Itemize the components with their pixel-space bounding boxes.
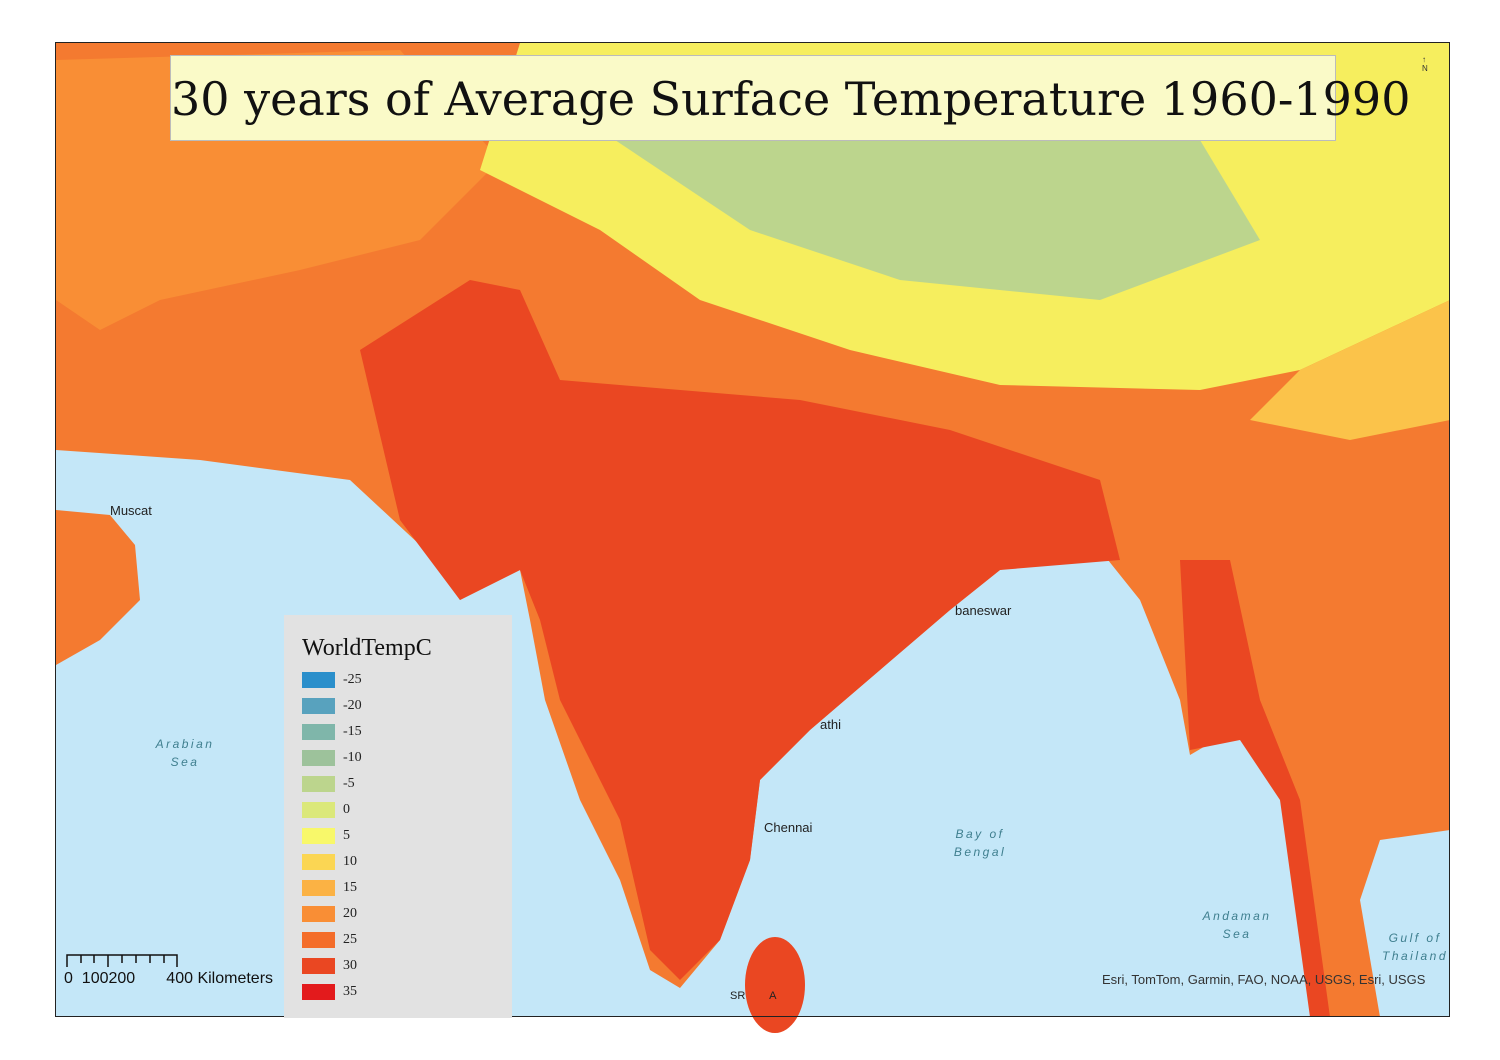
legend-swatch xyxy=(302,932,335,948)
legend-item: -25 xyxy=(302,670,362,690)
legend-item: -15 xyxy=(302,722,362,742)
legend-swatch xyxy=(302,958,335,974)
place-muscat: Muscat xyxy=(110,503,152,518)
north-arrow-icon: ↑ N xyxy=(1422,55,1428,73)
legend-swatch xyxy=(302,984,335,1000)
land-sri-lanka xyxy=(745,937,805,1033)
legend-label: 5 xyxy=(343,828,350,843)
legend-swatch xyxy=(302,750,335,766)
scale-bar-label: 0 100200 400 Kilometers xyxy=(64,970,274,987)
legend-item: 15 xyxy=(302,878,357,898)
scale-bar xyxy=(66,954,178,967)
sea-andaman: Andaman Sea xyxy=(1202,909,1272,941)
place-visakhapatnam: athi xyxy=(820,717,841,732)
legend-swatch xyxy=(302,776,335,792)
place-chennai: Chennai xyxy=(764,820,813,835)
legend-item: 5 xyxy=(302,826,350,846)
place-bhubaneswar: baneswar xyxy=(955,603,1012,618)
legend-swatch xyxy=(302,698,335,714)
legend-swatch xyxy=(302,880,335,896)
land-oman xyxy=(56,510,140,665)
legend-item: -5 xyxy=(302,774,355,794)
legend-item: 20 xyxy=(302,904,357,924)
legend-title: WorldTempC xyxy=(302,635,432,661)
legend-swatch xyxy=(302,854,335,870)
legend-label: 10 xyxy=(343,854,357,869)
north-label: N xyxy=(1422,64,1428,73)
legend-swatch xyxy=(302,828,335,844)
legend-swatch xyxy=(302,724,335,740)
legend-label: 20 xyxy=(343,906,357,921)
zone-tibet-plateau xyxy=(600,110,1260,300)
legend-swatch xyxy=(302,802,335,818)
attribution: Esri, TomTom, Garmin, FAO, NOAA, USGS, E… xyxy=(1102,972,1426,987)
legend: WorldTempC -25 -20 -15 -10 -5 0 5 10 15 20 25 30 35 xyxy=(284,615,512,1018)
zone-orange-yellow xyxy=(1250,300,1450,440)
sea-bengal: Bay of Bengal xyxy=(953,827,1007,859)
zone-30c-east xyxy=(1180,560,1330,1017)
legend-item: 10 xyxy=(302,852,357,872)
sea-gulf-of-thailand: Gulf of Thailand xyxy=(1381,931,1449,963)
legend-label: -15 xyxy=(343,724,362,739)
legend-label: -20 xyxy=(343,698,362,713)
place-sri-lanka: SR A xyxy=(730,990,777,1002)
legend-label: 15 xyxy=(343,880,357,895)
legend-label: 35 xyxy=(343,984,357,999)
legend-item: 35 xyxy=(302,982,357,1002)
sea-arabian: Arabian Sea xyxy=(155,737,215,769)
legend-item: -10 xyxy=(302,748,362,768)
zone-30c xyxy=(360,280,1120,980)
legend-label: -10 xyxy=(343,750,362,765)
legend-label: 30 xyxy=(343,958,357,973)
legend-item: -20 xyxy=(302,696,362,716)
legend-swatch xyxy=(302,672,335,688)
legend-label: -25 xyxy=(343,672,362,687)
legend-item: 25 xyxy=(302,930,357,950)
legend-label: 0 xyxy=(343,802,350,817)
legend-label: -5 xyxy=(343,776,355,791)
map-title: 30 years of Average Surface Temperature … xyxy=(170,55,1410,141)
legend-item: 0 xyxy=(302,800,350,820)
legend-label: 25 xyxy=(343,932,357,947)
legend-swatch xyxy=(302,906,335,922)
legend-item: 30 xyxy=(302,956,357,976)
